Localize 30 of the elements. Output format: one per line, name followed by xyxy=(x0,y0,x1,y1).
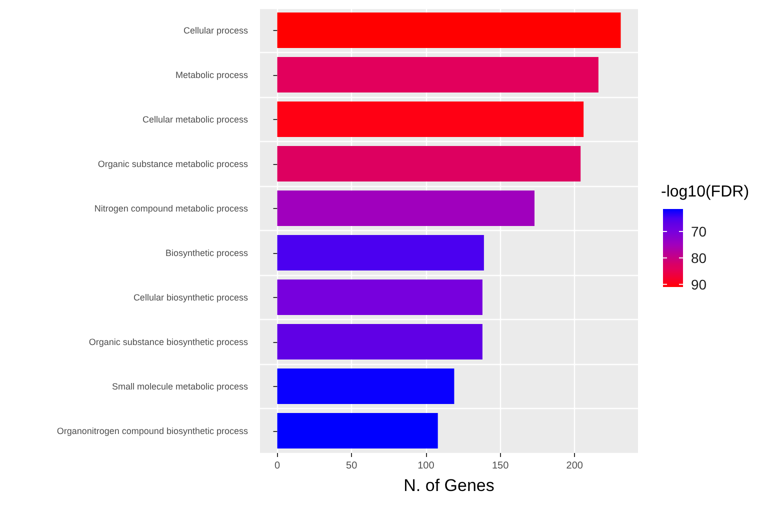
y-tick-label: Cellular biosynthetic process xyxy=(133,292,248,302)
y-tick-label: Organic substance metabolic process xyxy=(98,158,248,169)
x-tick-label: 150 xyxy=(492,460,510,472)
x-tick-label: 200 xyxy=(566,460,584,472)
x-tick-label: 0 xyxy=(274,460,280,472)
y-tick-label: Metabolic process xyxy=(175,70,248,80)
bar xyxy=(277,324,482,360)
y-tick-label: Nitrogen compound metabolic process xyxy=(94,203,248,214)
x-tick-label: 100 xyxy=(418,460,435,472)
y-tick-label: Cellular process xyxy=(183,25,248,36)
bar xyxy=(277,279,482,316)
bar xyxy=(277,12,621,48)
bar xyxy=(277,412,438,449)
y-tick-label: Small molecule metabolic process xyxy=(112,381,248,392)
y-tick-label: Cellular metabolic process xyxy=(142,114,248,124)
bar xyxy=(277,56,598,93)
bar xyxy=(277,101,584,138)
y-tick-label: Biosynthetic process xyxy=(165,248,248,258)
color-bar-title: -log10(FDR) xyxy=(661,184,750,200)
y-tick-label: Organonitrogen compound biosynthetic process xyxy=(56,426,248,436)
bar xyxy=(277,368,454,404)
y-tick-label: Organic substance biosynthetic process xyxy=(88,336,248,347)
x-axis-title: N. of Genes xyxy=(404,476,494,495)
bar xyxy=(277,190,535,226)
x-tick-label: 50 xyxy=(346,460,358,472)
color-bar-label: 80 xyxy=(691,250,707,266)
bar xyxy=(277,146,581,182)
color-bar-label: 90 xyxy=(691,276,707,292)
bar xyxy=(277,234,484,271)
color-bar-label: 70 xyxy=(691,223,707,240)
